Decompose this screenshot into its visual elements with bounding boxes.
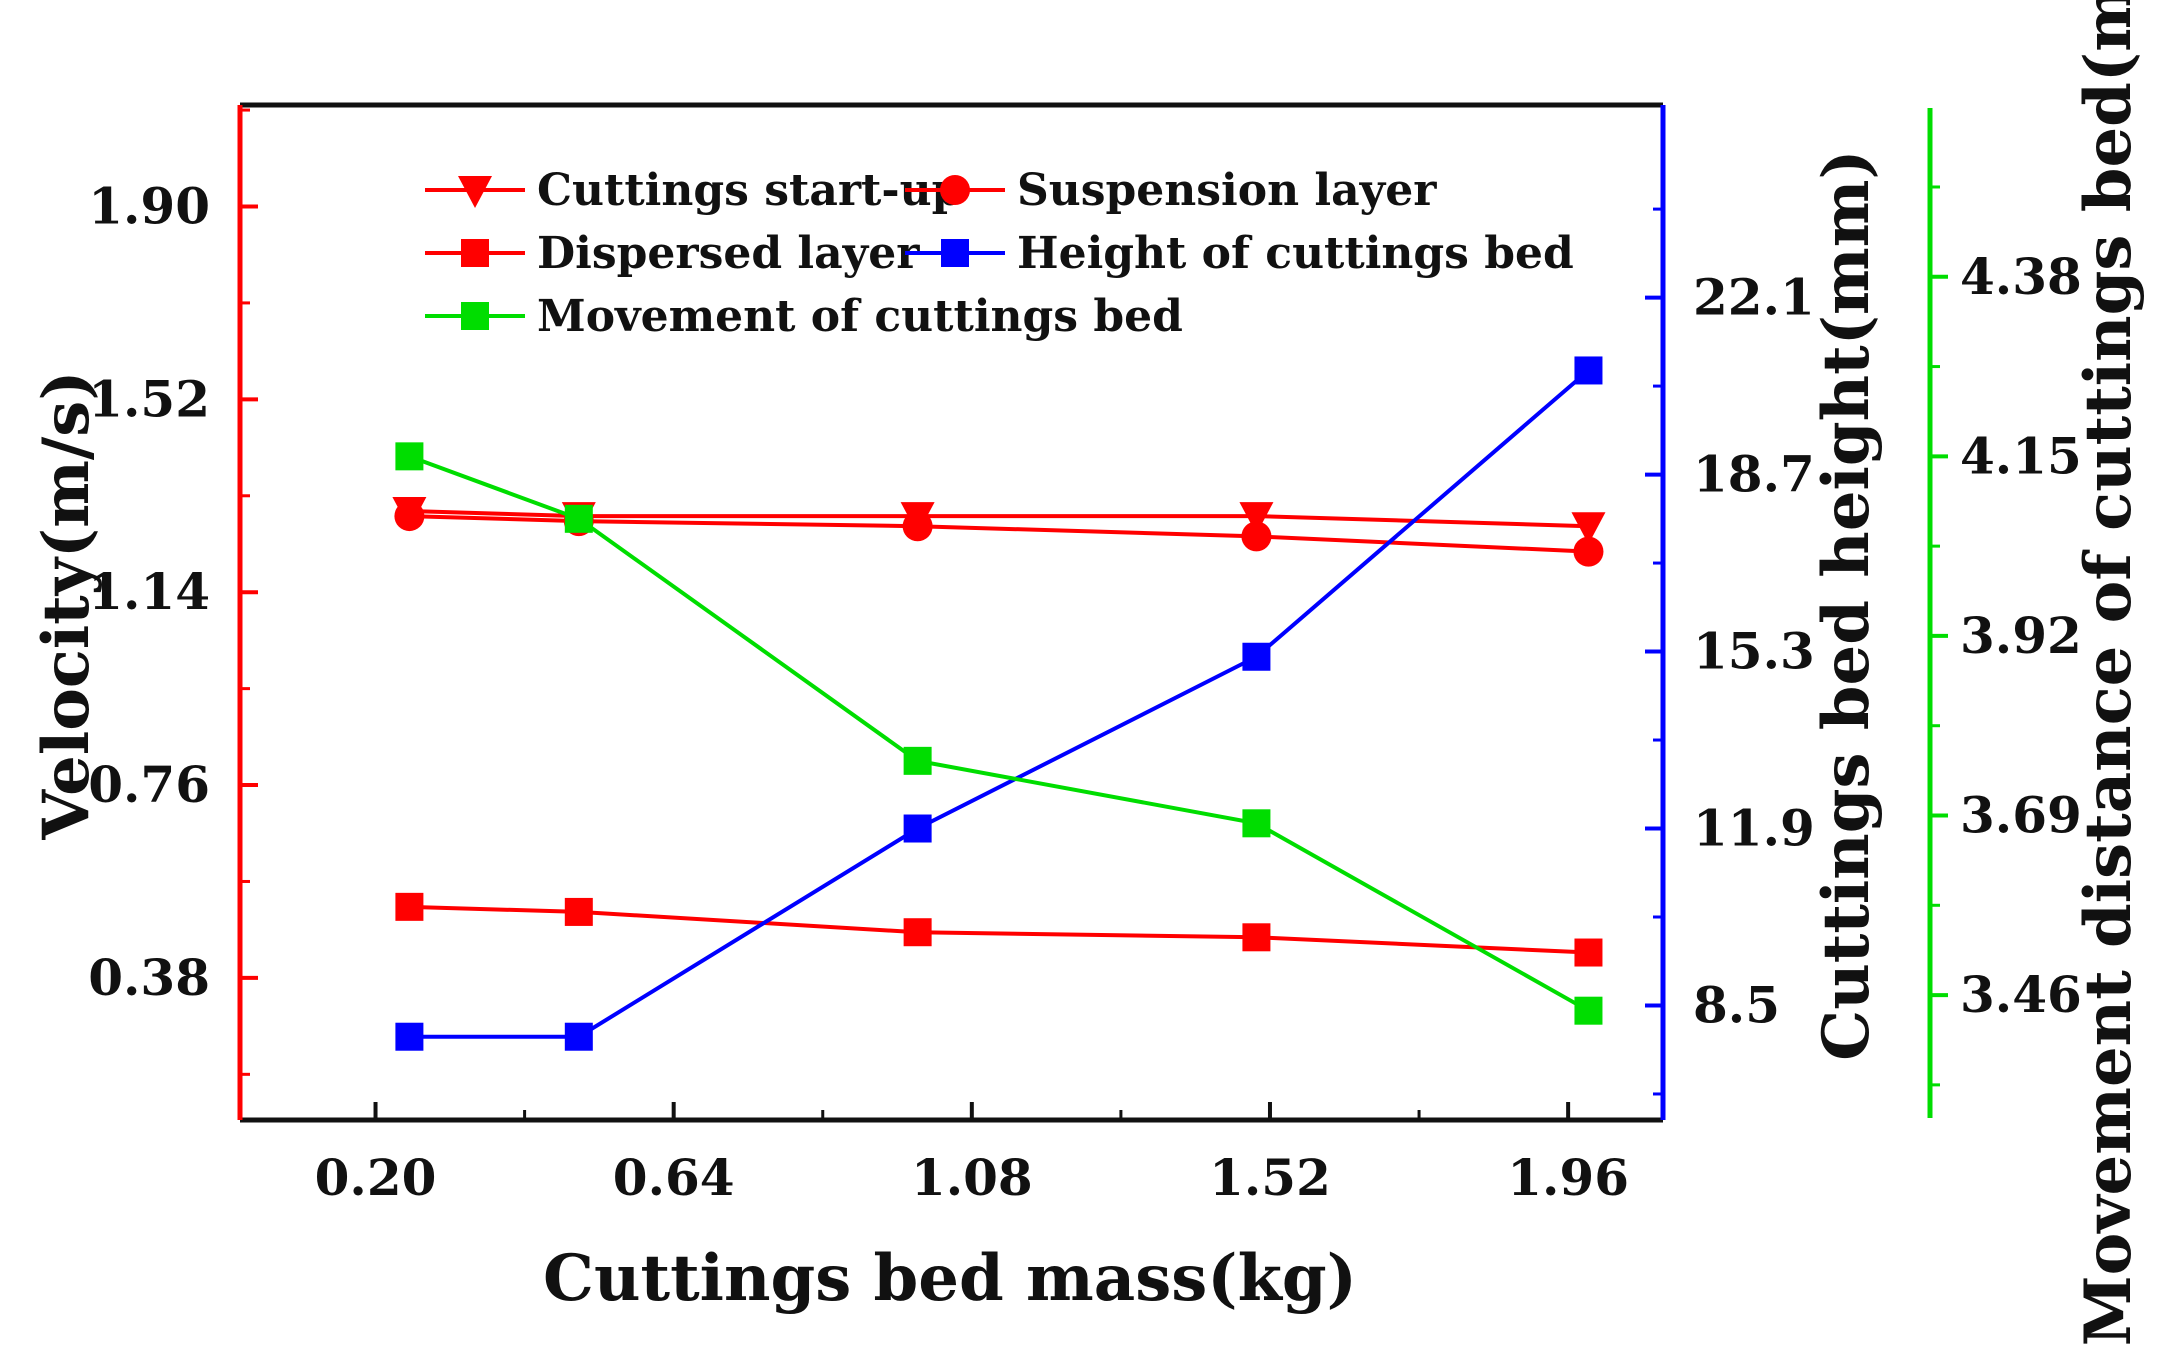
legend-marker-4 [461, 302, 489, 330]
series-line-3 [409, 368, 1590, 1039]
velocity-tick-label: 0.38 [88, 948, 210, 1007]
x-tick-label: 1.52 [1209, 1148, 1331, 1207]
series-line-4 [408, 454, 1590, 1013]
series-3-point [1574, 356, 1603, 385]
legend-marker-1 [940, 175, 970, 205]
movement-tick-label: 3.46 [1960, 965, 2082, 1024]
series-4-point [1242, 809, 1271, 838]
movement-axis-title: Movement distance of cuttings bed(m) [2071, 0, 2146, 1346]
velocity-tick-label: 0.76 [88, 755, 210, 814]
legend-marker-3 [941, 239, 969, 267]
axis-layer: 0.20 0.64 1.08 1.52 1.96 0.38 0.76 1.14 1.52 1.90… [88, 108, 2082, 1207]
series-1-point [1241, 521, 1272, 552]
movement-tick-label: 3.92 [1960, 606, 2082, 665]
x-tick-label: 0.20 [315, 1148, 437, 1207]
legend-label-2: Dispersed layer [537, 228, 920, 279]
height-tick-label: 11.9 [1693, 799, 1815, 858]
velocity-tick-label: 1.14 [88, 562, 210, 621]
series-2-point [564, 897, 593, 926]
movement-tick-label: 3.69 [1960, 786, 2082, 845]
movement-tick-label: 4.38 [1960, 247, 2082, 306]
x-tick-label: 0.64 [613, 1148, 735, 1207]
height-tick-label: 15.3 [1693, 622, 1815, 681]
series-3-point [1242, 642, 1271, 671]
legend-marker-2 [461, 239, 489, 267]
height-tick-label: 22.1 [1693, 268, 1815, 327]
legend: Cuttings start-up Suspension layer Dispers… [425, 165, 1574, 342]
series-0-point [1239, 502, 1274, 535]
series-4-point [1574, 996, 1603, 1025]
height-axis-title: Cuttings bed height(mm) [1809, 149, 1884, 1060]
series-1-point [902, 511, 933, 542]
velocity-tick-label: 1.52 [88, 369, 210, 428]
series-layer [392, 356, 1606, 1051]
series-2-point [395, 892, 424, 921]
velocity-tick-label: 1.90 [88, 177, 210, 236]
series-3-point [564, 1022, 593, 1051]
height-tick-label: 18.7 [1693, 445, 1815, 504]
legend-marker-0 [458, 176, 492, 208]
legend-label-3: Height of cuttings bed [1017, 228, 1574, 279]
series-1-point [1573, 536, 1604, 567]
velocity-axis-title: Velocity(m/s) [29, 370, 104, 840]
series-2-point [1242, 923, 1271, 952]
x-axis-title: Cuttings bed mass(kg) [543, 1241, 1357, 1316]
series-0-point [1571, 512, 1606, 545]
legend-label-1: Suspension layer [1017, 165, 1437, 216]
series-2-point [903, 918, 932, 947]
series-3-point [903, 814, 932, 843]
series-4-point [564, 504, 593, 533]
series-2-point [1574, 938, 1603, 967]
height-tick-label: 8.5 [1693, 975, 1780, 1034]
legend-label-0: Cuttings start-up [537, 165, 962, 216]
legend-label-4: Movement of cuttings bed [537, 291, 1183, 342]
series-3-point [395, 1022, 424, 1051]
x-tick-label: 1.96 [1507, 1148, 1629, 1207]
series-4-point [903, 746, 932, 775]
series-1-point [394, 501, 425, 532]
movement-tick-label: 4.15 [1960, 426, 2082, 485]
x-tick-label: 1.08 [911, 1148, 1033, 1207]
series-4-point [395, 442, 424, 471]
